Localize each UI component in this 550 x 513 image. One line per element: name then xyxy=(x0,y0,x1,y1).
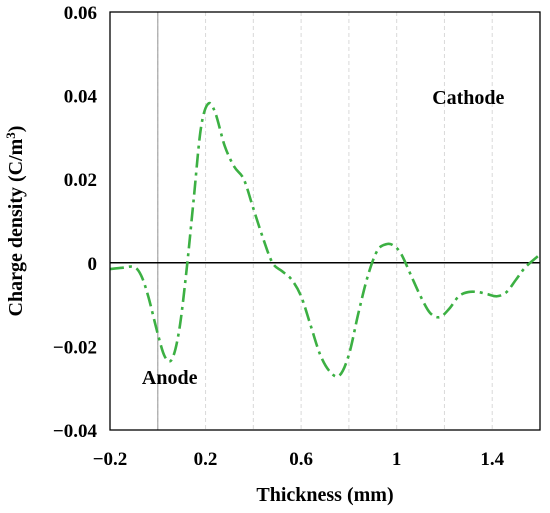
y-tick-labels: −0.04 −0.02 0 0.02 0.04 0.06 xyxy=(53,3,98,442)
x-tick-label: 1 xyxy=(392,449,402,470)
x-tick-labels: −0.2 0.2 0.6 1 1.4 xyxy=(93,449,505,470)
grid-layer xyxy=(157,12,493,430)
y-axis-title: Charge density (C/m3) xyxy=(3,126,27,317)
annotations: Cathode Anode xyxy=(142,87,505,389)
y-tick-label: 0.06 xyxy=(64,3,97,24)
x-axis-title: Thickness (mm) xyxy=(256,484,393,506)
y-tick-label: −0.04 xyxy=(53,421,98,442)
y-tick-label: 0 xyxy=(88,254,98,275)
plot-frame xyxy=(109,11,541,431)
y-axis-title-main: Charge density (C/m xyxy=(5,138,27,316)
x-tick-label: −0.2 xyxy=(93,449,128,470)
y-tick-label: 0.02 xyxy=(64,170,97,191)
annotation-cathode: Cathode xyxy=(432,87,504,109)
x-tick-label: 1.4 xyxy=(480,449,504,470)
series-line xyxy=(109,101,541,378)
y-tick-label: −0.02 xyxy=(53,337,97,358)
y-axis-title-sup: 3 xyxy=(3,132,18,139)
annotation-anode: Anode xyxy=(142,367,198,389)
y-tick-label: 0.04 xyxy=(64,87,98,108)
x-tick-label: 0.2 xyxy=(194,449,218,470)
y-axis-title-close: ) xyxy=(5,126,27,133)
x-tick-label: 0.6 xyxy=(289,449,313,470)
